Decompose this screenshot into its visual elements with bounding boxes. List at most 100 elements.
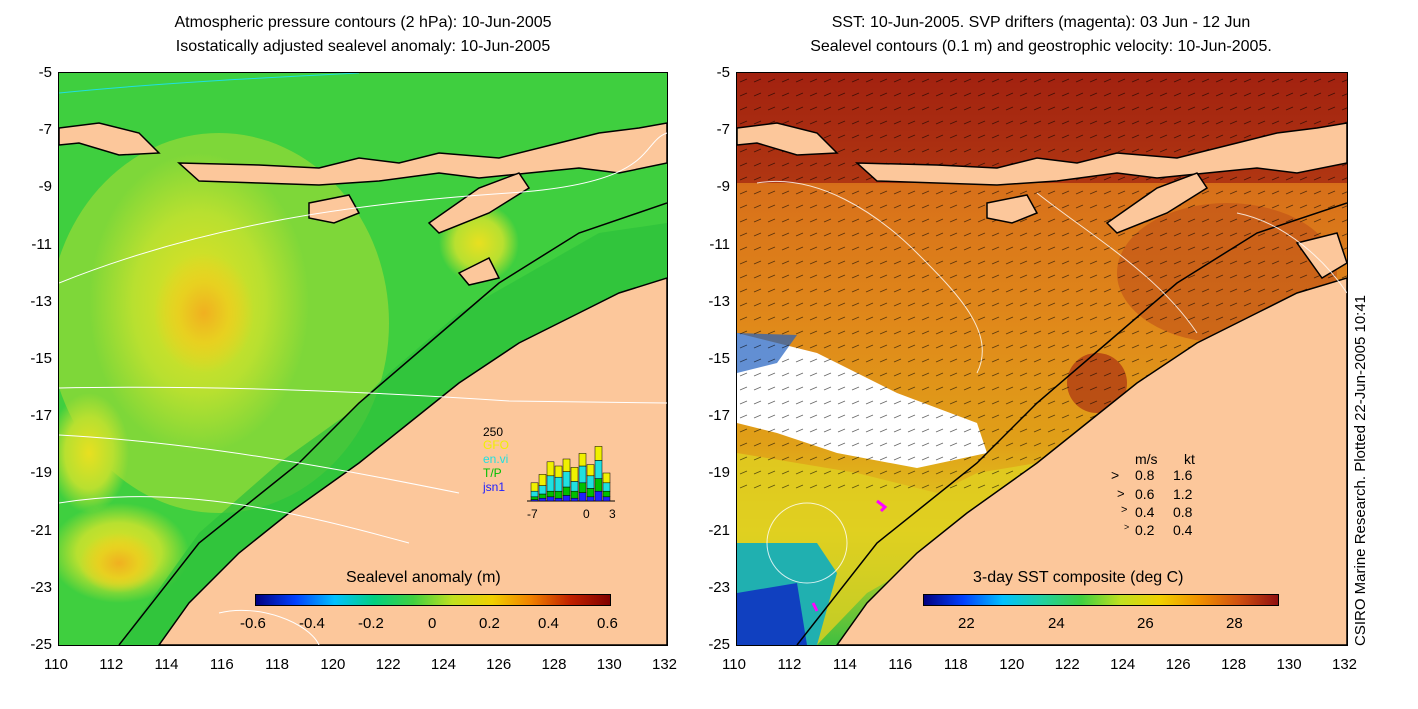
inset-bar-segment [530,496,539,500]
sst-map: m/s kt > 0.8 1.6 > 0.6 1.2 > 0.4 0.8 > 0… [736,72,1348,646]
inset-bar-segment [594,478,603,492]
inset-bar-segment [546,496,555,502]
sst-colorbar-tick: 26 [1137,615,1154,632]
x-tick-label: 110 [722,656,746,673]
y-tick-label: -23 [30,578,52,596]
velocity-key-kt: 1.6 [1173,467,1193,483]
left-title-line2: Isostatically adjusted sealevel anomaly:… [175,38,551,55]
inset-bar-segment [530,482,539,492]
sla-colorbar-tick: 0 [428,615,437,632]
inset-bar-segment [602,490,611,498]
velocity-key-ms: 0.6 [1135,486,1155,502]
y-tick-label: -23 [708,578,730,596]
velocity-key-arrow-icon: > [1121,504,1128,516]
velocity-key-ms: 0.4 [1135,504,1155,520]
credit-text: CSIRO Marine Research. Plotted 22-Jun-20… [1352,294,1369,646]
x-tick-label: 116 [209,656,234,673]
y-tick-label: -13 [30,292,52,310]
inset-legend-tp: T/P [483,466,502,480]
inset-bar-segment [602,472,611,484]
velocity-key-arrow-icon: > [1111,467,1120,483]
inset-bar-segment [586,488,595,498]
y-tick-label: -11 [31,235,52,253]
x-tick-label: 112 [99,656,124,673]
y-tick-label: -19 [30,464,52,482]
x-tick-label: 128 [1221,656,1247,673]
x-tick-label: 124 [430,656,456,673]
x-tick-label: 120 [320,656,346,673]
sst-map-svg [737,73,1347,645]
inset-bar-segment [562,458,571,472]
y-tick-label: -19 [708,464,730,482]
inset-bar-segment [570,490,579,499]
inset-bar-segment [602,496,611,502]
y-tick-label: -7 [716,121,730,139]
inset-bar-segment [570,481,579,492]
y-tick-label: -5 [716,64,730,81]
inset-legend-jsn1: jsn1 [483,480,506,494]
sla-colorbar [255,594,611,606]
inset-bar-segment [554,465,563,478]
inset-bar-segment [538,493,547,499]
inset-bar-segment [562,471,571,488]
sla-colorbar-tick: -0.6 [240,615,266,632]
x-tick-label: 112 [777,656,802,673]
x-tick-label: 118 [265,656,289,673]
sst-colorbar-tick: 22 [958,615,975,632]
satellite-coverage-inset: 250 GFO en.vi T/P jsn1 -7 0 3 [479,425,619,521]
x-tick-label: 128 [541,656,567,673]
velocity-key-header-ms: m/s [1135,451,1158,467]
x-tick-label: 122 [1054,656,1080,673]
velocity-key-arrow-icon: > [1117,486,1125,501]
sla-colorbar-tick: -0.4 [299,615,325,632]
inset-x-tick-start: -7 [527,507,538,521]
x-tick-label: 124 [1110,656,1136,673]
sealevel-anomaly-map: 250 GFO en.vi T/P jsn1 -7 0 3 Sealevel a… [58,72,668,646]
y-tick-label: -17 [30,407,52,425]
x-tick-label: 126 [1165,656,1191,673]
sst-colorbar-label: 3-day SST composite (deg C) [973,569,1184,586]
velocity-key-arrow-icon: > [1124,522,1130,532]
inset-bar-segment [562,495,571,502]
sst-colorbar-tick: 24 [1048,615,1065,632]
velocity-key-kt: 0.8 [1173,504,1193,520]
y-tick-label: -17 [708,407,730,425]
sla-colorbar-tick: 0.2 [479,615,500,632]
sst-colorbar [923,594,1279,606]
right-title-line1: SST: 10-Jun-2005. SVP drifters (magenta)… [831,14,1251,31]
inset-bar-segment [570,497,579,502]
x-tick-label: 130 [1276,656,1302,673]
inset-bar-segment [578,492,587,502]
right-title-line2: Sealevel contours (0.1 m) and geostrophi… [810,38,1272,55]
x-tick-label: 116 [888,656,913,673]
inset-bar-segment [554,476,563,492]
x-tick-label: 130 [596,656,622,673]
x-tick-label: 126 [486,656,512,673]
inset-bar-segment [538,474,547,486]
inset-x-tick-end: 3 [609,507,616,521]
x-tick-label: 132 [652,656,678,673]
inset-bar-segment [578,482,587,493]
y-tick-label: -5 [38,64,52,81]
inset-bar-segment [546,490,555,498]
x-tick-label: 114 [832,656,857,673]
inset-bar-segment [554,497,563,502]
y-tick-label: -25 [708,636,730,653]
inset-legend-envi: en.vi [483,452,509,466]
inset-y-label: 250 [483,425,504,439]
velocity-key-ms: 0.8 [1135,467,1155,483]
inset-legend-gfo: GFO [483,438,509,452]
sla-colorbar-tick: -0.2 [358,615,384,632]
sealevel-anomaly-map-svg [59,73,667,645]
inset-bar-segment [530,490,539,498]
y-tick-label: -7 [38,121,52,139]
inset-bar-segment [562,486,571,496]
left-title-line1: Atmospheric pressure contours (2 hPa): 1… [174,14,552,31]
x-tick-label: 120 [999,656,1025,673]
y-tick-label: -21 [30,521,52,539]
inset-bar-segment [546,475,555,492]
x-tick-label: 114 [154,656,179,673]
inset-bar-segment [538,485,547,495]
inset-bar-segment [594,490,603,502]
sla-colorbar-tick: 0.6 [597,615,618,632]
